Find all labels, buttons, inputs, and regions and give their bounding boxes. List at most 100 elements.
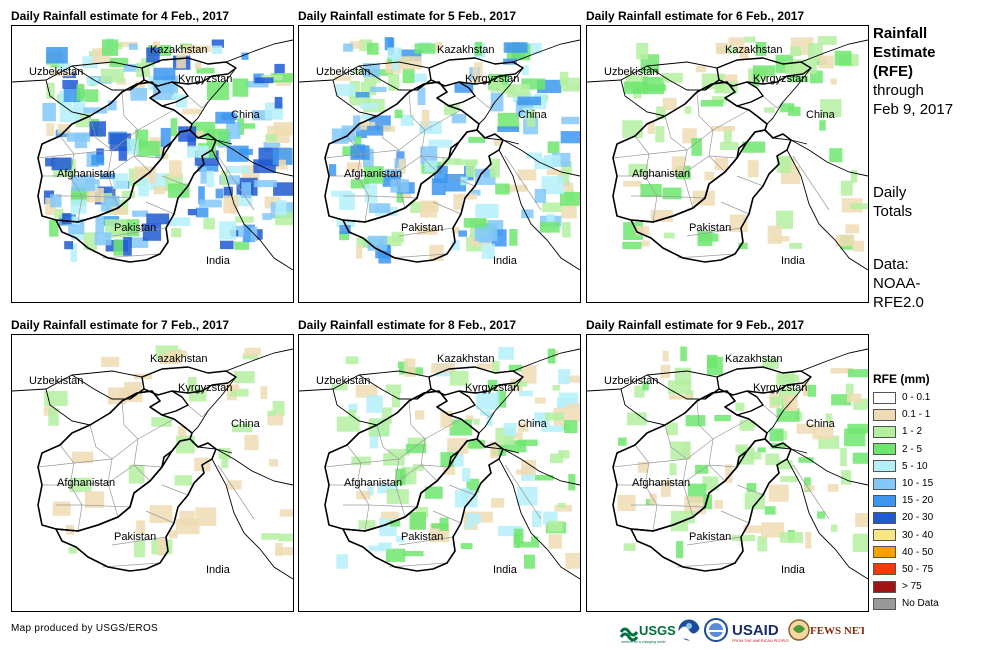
- rainfall-map: Kazakhstan Uzbekistan Kyrgyzstan China Afgha…: [586, 25, 869, 303]
- usaid-wordmark: USAID: [732, 622, 779, 639]
- legend-label: 40 - 50: [902, 546, 934, 558]
- side-data-source: Data: NOAA- RFE2.0: [873, 255, 924, 312]
- rainfall-patches: [331, 346, 580, 569]
- legend-label: 20 - 30: [902, 512, 934, 524]
- label-kazakhstan: Kazakhstan: [725, 44, 782, 56]
- label-uzbekistan: Uzbekistan: [316, 375, 370, 387]
- panel-title: Daily Rainfall estimate for 8 Feb., 2017: [298, 318, 517, 332]
- map-canvas: Kazakhstan Uzbekistan Kyrgyzstan China Afgha…: [12, 345, 293, 580]
- side-totals-line: Daily: [873, 184, 907, 201]
- legend-swatch: [873, 477, 896, 490]
- legend: RFE (mm) 0 - 0.1 0.1 - 1 1 - 2 2 - 5 5 - 10 1…: [873, 372, 939, 612]
- rainfall-map: Kazakhstan Uzbekistan Kyrgyzstan China Afgha…: [586, 334, 869, 612]
- panel-title: Daily Rainfall estimate for 7 Feb., 2017: [11, 318, 230, 332]
- legend-item: 0 - 0.1: [873, 389, 939, 406]
- legend-label: No Data: [902, 598, 939, 610]
- noaa-logo-2: [704, 618, 728, 642]
- legend-label: 0 - 0.1: [902, 392, 931, 404]
- fewsnet-wordmark: FEWS NET: [810, 625, 864, 637]
- legend-item: 0.1 - 1: [873, 406, 939, 423]
- credit-text: Map produced by USGS/EROS: [11, 623, 159, 634]
- legend-label: 50 - 75: [902, 563, 934, 575]
- legend-swatch: [873, 546, 896, 559]
- label-china: China: [806, 109, 836, 121]
- rainfall-map: Kazakhstan Uzbekistan Kyrgyzstan China Afgha…: [298, 25, 581, 303]
- label-kyrgyzstan: Kyrgyzstan: [465, 382, 519, 394]
- label-uzbekistan: Uzbekistan: [604, 375, 658, 387]
- side-data-line: Data:: [873, 256, 909, 273]
- rainfall-patches: [43, 345, 293, 558]
- map-canvas: Kazakhstan Uzbekistan Kyrgyzstan China Afgha…: [12, 38, 293, 271]
- label-kazakhstan: Kazakhstan: [725, 353, 782, 365]
- legend-rows: 0 - 0.1 0.1 - 1 1 - 2 2 - 5 5 - 10 10 - 15 15 …: [873, 389, 939, 612]
- side-data-line: NOAA-: [873, 275, 921, 292]
- label-india: India: [493, 255, 518, 267]
- label-india: India: [781, 255, 806, 267]
- legend-label: 30 - 40: [902, 529, 934, 541]
- legend-label: 15 - 20: [902, 495, 934, 507]
- admin-boundaries: [37, 400, 255, 568]
- usaid-logo: USAID FROM THE AMERICAN PEOPLE: [732, 622, 789, 643]
- side-title: Rainfall Estimate (RFE) through Feb 9, 2…: [873, 24, 953, 119]
- admin-boundaries: [37, 91, 255, 259]
- label-china: China: [231, 109, 261, 121]
- rainfall-patches: [617, 346, 868, 559]
- label-kyrgyzstan: Kyrgyzstan: [753, 382, 807, 394]
- label-afghanistan: Afghanistan: [632, 477, 690, 489]
- label-india: India: [206, 564, 231, 576]
- country-boundaries: [299, 39, 580, 271]
- legend-swatch: [873, 391, 896, 404]
- rainfall-map: Kazakhstan Uzbekistan Kyrgyzstan China Afgha…: [298, 334, 581, 612]
- label-afghanistan: Afghanistan: [344, 477, 402, 489]
- agency-logos: USGS science for a changing world USAID …: [619, 618, 864, 644]
- legend-label: 1 - 2: [902, 426, 923, 438]
- legend-swatch: [873, 563, 896, 576]
- map-canvas: Kazakhstan Uzbekistan Kyrgyzstan China Afgha…: [587, 346, 868, 580]
- label-china: China: [518, 418, 548, 430]
- side-title-line: Feb 9, 2017: [873, 101, 954, 118]
- usaid-tagline: FROM THE AMERICAN PEOPLE: [732, 639, 789, 643]
- country-boundaries: [587, 39, 868, 271]
- label-pakistan: Pakistan: [689, 222, 731, 234]
- legend-swatch: [873, 443, 896, 456]
- legend-swatch: [873, 425, 896, 438]
- country-boundaries: [12, 39, 293, 271]
- label-kazakhstan: Kazakhstan: [437, 353, 494, 365]
- panel-title: Daily Rainfall estimate for 5 Feb., 2017: [298, 9, 517, 23]
- legend-item: 40 - 50: [873, 544, 939, 561]
- usgs-tagline: science for a changing world: [621, 640, 666, 644]
- label-afghanistan: Afghanistan: [57, 168, 115, 180]
- country-boundaries: [12, 348, 293, 580]
- legend-label: 2 - 5: [902, 443, 923, 455]
- legend-title: RFE (mm): [873, 372, 930, 386]
- legend-swatch: [873, 511, 896, 524]
- label-kyrgyzstan: Kyrgyzstan: [753, 73, 807, 85]
- legend-item: 50 - 75: [873, 561, 939, 578]
- rainfall-map: Kazakhstan Uzbekistan Kyrgyzstan China Afgha…: [11, 334, 294, 612]
- legend-item: 5 - 10: [873, 458, 939, 475]
- usgs-logo: USGS science for a changing world: [619, 623, 676, 644]
- label-china: China: [518, 109, 548, 121]
- label-pakistan: Pakistan: [401, 531, 443, 543]
- country-boundaries: [299, 348, 580, 580]
- label-afghanistan: Afghanistan: [632, 168, 690, 180]
- side-totals-line: Totals: [873, 203, 913, 220]
- side-title-line: through: [873, 82, 924, 99]
- map-canvas: Kazakhstan Uzbekistan Kyrgyzstan China Afgha…: [587, 36, 868, 271]
- legend-item: 2 - 5: [873, 441, 939, 458]
- label-uzbekistan: Uzbekistan: [604, 66, 658, 78]
- label-kyrgyzstan: Kyrgyzstan: [178, 382, 232, 394]
- side-title-line: (RFE): [873, 63, 913, 80]
- legend-item: 20 - 30: [873, 509, 939, 526]
- admin-boundaries: [612, 400, 830, 568]
- label-afghanistan: Afghanistan: [344, 168, 402, 180]
- rainfall-map: Kazakhstan Uzbekistan Kyrgyzstan China Afgha…: [11, 25, 294, 303]
- country-boundaries: [587, 348, 868, 580]
- legend-swatch: [873, 460, 896, 473]
- side-title-line: Estimate: [873, 44, 936, 61]
- legend-item: > 75: [873, 578, 939, 595]
- legend-swatch: [873, 580, 896, 593]
- label-china: China: [806, 418, 836, 430]
- label-kyrgyzstan: Kyrgyzstan: [465, 73, 519, 85]
- legend-swatch: [873, 408, 896, 421]
